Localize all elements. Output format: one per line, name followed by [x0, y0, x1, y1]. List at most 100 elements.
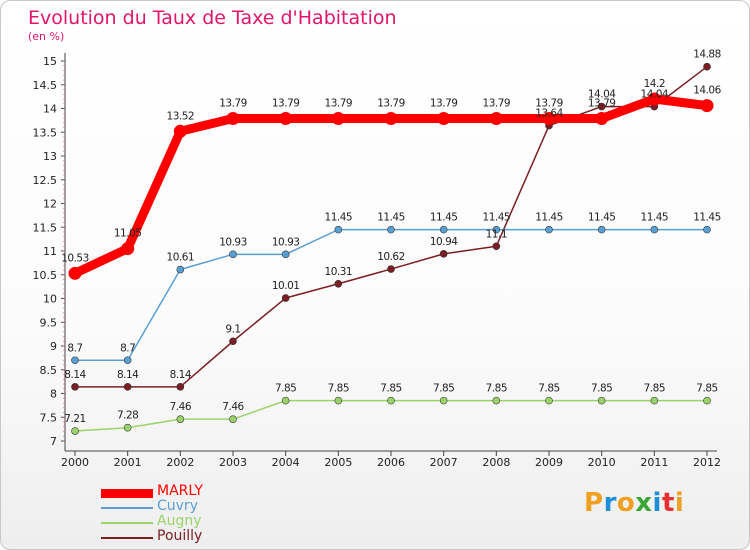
data-label-pouilly: 11.1 [486, 228, 507, 240]
data-point [71, 427, 79, 435]
data-label-marly: 13.79 [325, 97, 353, 109]
data-point [334, 279, 343, 288]
data-point [597, 225, 606, 234]
data-label-pouilly: 14.88 [693, 49, 721, 61]
data-label-augny: 7.85 [696, 383, 717, 395]
data-point [492, 396, 501, 405]
data-point [281, 396, 290, 405]
data-label-cuvry: 10.61 [167, 252, 195, 264]
data-point [387, 225, 395, 234]
y-tick-label: 10.5 [33, 269, 58, 282]
legend-item-augny: Augny [101, 514, 261, 530]
data-point [647, 92, 661, 106]
data-label-cuvry: 10.93 [272, 236, 300, 248]
data-point [229, 250, 237, 259]
x-tick-label: 2012 [693, 456, 721, 469]
y-tick-label: 14 [43, 103, 57, 116]
data-point [703, 396, 711, 405]
data-point [121, 242, 135, 256]
data-point [176, 415, 185, 423]
data-label-augny: 7.46 [222, 401, 244, 413]
x-tick-label: 2010 [588, 456, 616, 469]
data-label-augny: 7.85 [538, 383, 559, 395]
y-tick-label: 11.5 [33, 221, 58, 234]
x-tick-label: 2003 [219, 456, 247, 469]
logo-letter: x [635, 488, 653, 518]
data-label-cuvry: 11.45 [535, 212, 563, 224]
y-tick-label: 7 [50, 435, 57, 448]
data-label-pouilly: 9.1 [225, 323, 240, 335]
data-label-pouilly: 14.04 [588, 89, 616, 101]
data-label-cuvry: 11.45 [483, 212, 511, 224]
x-tick-label: 2006 [377, 456, 405, 469]
y-tick-label: 15 [43, 55, 57, 68]
x-tick-label: 2007 [430, 456, 458, 469]
y-tick-label: 10 [43, 293, 57, 306]
data-label-cuvry: 11.45 [325, 212, 353, 224]
data-label-pouilly: 10.31 [325, 266, 353, 278]
y-tick-label: 8.5 [40, 364, 58, 377]
x-tick-label: 2001 [114, 456, 142, 469]
data-label-augny: 7.85 [275, 383, 296, 395]
y-tick-label: 7.5 [40, 411, 58, 424]
data-label-marly: 13.79 [272, 97, 300, 109]
data-point [545, 225, 553, 234]
data-point [281, 250, 290, 259]
data-label-augny: 7.21 [64, 413, 85, 425]
data-label-cuvry: 11.45 [693, 212, 721, 224]
data-label-cuvry: 10.93 [219, 236, 247, 248]
data-point [71, 383, 79, 391]
data-label-cuvry: 11.45 [641, 212, 669, 224]
logo-letter: r [603, 488, 617, 518]
data-label-augny: 7.85 [486, 383, 507, 395]
data-label-pouilly: 13.64 [535, 108, 563, 120]
legend-label: Pouilly [157, 528, 203, 544]
x-tick-label: 2002 [166, 456, 194, 469]
data-label-augny: 7.46 [170, 401, 192, 413]
data-label-augny: 7.85 [591, 383, 612, 395]
legend-label: Cuvry [157, 498, 198, 514]
legend-item-pouilly: Pouilly [101, 528, 261, 545]
data-point [703, 225, 711, 234]
data-label-marly: 13.79 [588, 97, 616, 109]
logo-letter: i [652, 488, 662, 518]
data-point [176, 383, 185, 391]
data-point [123, 356, 132, 365]
data-point [492, 242, 501, 251]
data-point [281, 294, 290, 302]
chart-subtitle: (en %) [28, 30, 65, 43]
data-point [331, 111, 345, 125]
proxiti-logo: Proxiti [584, 488, 684, 518]
data-point [542, 111, 556, 125]
data-point [439, 250, 448, 258]
data-point [71, 356, 79, 365]
data-point [387, 396, 395, 405]
data-label-marly: 10.53 [61, 252, 89, 264]
y-tick-label: 12 [43, 198, 57, 211]
data-label-marly: 14.2 [644, 78, 665, 90]
data-point [123, 383, 132, 391]
data-label-augny: 7.85 [328, 383, 349, 395]
legend-swatch [101, 488, 153, 498]
data-label-pouilly: 14.04 [641, 89, 669, 101]
logo-letter: P [584, 488, 604, 518]
chart-title: Evolution du Taux de Taxe d'Habitation [28, 7, 397, 29]
data-point [334, 225, 343, 234]
data-label-cuvry: 11.45 [588, 212, 616, 224]
data-point [439, 225, 448, 234]
legend-item-cuvry: Cuvry [101, 498, 261, 515]
data-point [703, 62, 711, 71]
data-point [492, 225, 501, 234]
data-point [437, 111, 451, 125]
data-label-pouilly: 10.62 [377, 251, 405, 263]
data-point [123, 423, 132, 432]
data-point [597, 102, 606, 111]
data-point [597, 396, 606, 405]
legend-item-marly: MARLY [101, 484, 261, 500]
x-tick-label: 2009 [535, 456, 563, 469]
logo-letter: t [661, 488, 675, 518]
data-label-pouilly: 10.94 [430, 236, 458, 248]
data-point [226, 111, 240, 125]
